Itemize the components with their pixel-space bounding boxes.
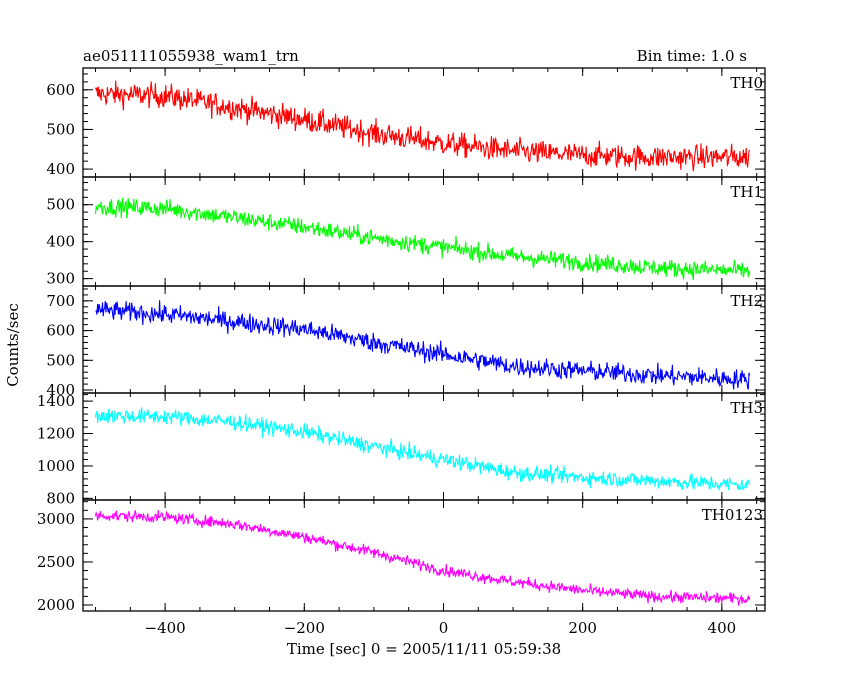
y-tick-label: 700: [46, 292, 75, 310]
y-tick-label: 400: [46, 381, 75, 399]
y-tick-label: 1400: [37, 392, 75, 410]
y-tick-label: 500: [46, 120, 75, 138]
panel-th0123: 2000 2500 3000 TH0123: [37, 499, 766, 614]
panels-group: 400 500 600 TH0 300 400 500 TH1 400 500 600 700 TH2 8…: [37, 67, 766, 637]
x-tick-label: 200: [568, 619, 597, 637]
x-axis-label: Time [sec] 0 = 2005/11/11 05:59:38: [287, 640, 561, 658]
panel-label-th1: TH1: [730, 183, 763, 201]
series-line-th0: [94, 80, 751, 172]
chart-title: ae051111055938_wam1_trn: [83, 47, 299, 65]
panel-th1: 300 400 500 TH1: [46, 176, 766, 288]
x-tick-label: −200: [284, 619, 325, 637]
y-axis-label: Counts/sec: [4, 303, 22, 387]
series-line-th1: [94, 197, 751, 281]
y-tick-label: 500: [46, 196, 75, 214]
y-tick-label: 600: [46, 81, 75, 99]
y-tick-label: 400: [46, 160, 75, 178]
y-tick-label: 600: [46, 322, 75, 340]
y-tick-label: 3000: [37, 510, 75, 528]
series-line-th2: [95, 300, 751, 390]
panel-label-th3: TH3: [730, 399, 763, 417]
y-tick-label: 1000: [37, 457, 75, 475]
panel-th0: 400 500 600 TH0: [46, 67, 766, 178]
y-tick-label: 300: [46, 270, 75, 288]
series-line-th3: [94, 407, 751, 491]
y-tick-label: 500: [46, 351, 75, 369]
x-tick-label: 0: [439, 619, 449, 637]
x-tick-label: −400: [145, 619, 186, 637]
panel-label-th0: TH0: [730, 74, 763, 92]
x-tick-label: 400: [708, 619, 737, 637]
y-tick-label: 800: [46, 489, 75, 507]
panel-label-th2: TH2: [730, 292, 763, 310]
y-tick-label: 2000: [37, 596, 75, 614]
series-line-th0123: [94, 510, 751, 606]
panel-frame: [82, 499, 766, 612]
y-tick-label: 1200: [37, 425, 75, 443]
y-tick-label: 2500: [37, 553, 75, 571]
y-tick-label: 400: [46, 233, 75, 251]
panel-th3: 800 1000 1200 1400 TH3: [37, 392, 766, 507]
bin-time-label: Bin time: 1.0 s: [637, 47, 747, 65]
panel-label-th0123: TH0123: [702, 506, 763, 524]
panel-th2: 400 500 600 700 TH2: [46, 285, 766, 399]
